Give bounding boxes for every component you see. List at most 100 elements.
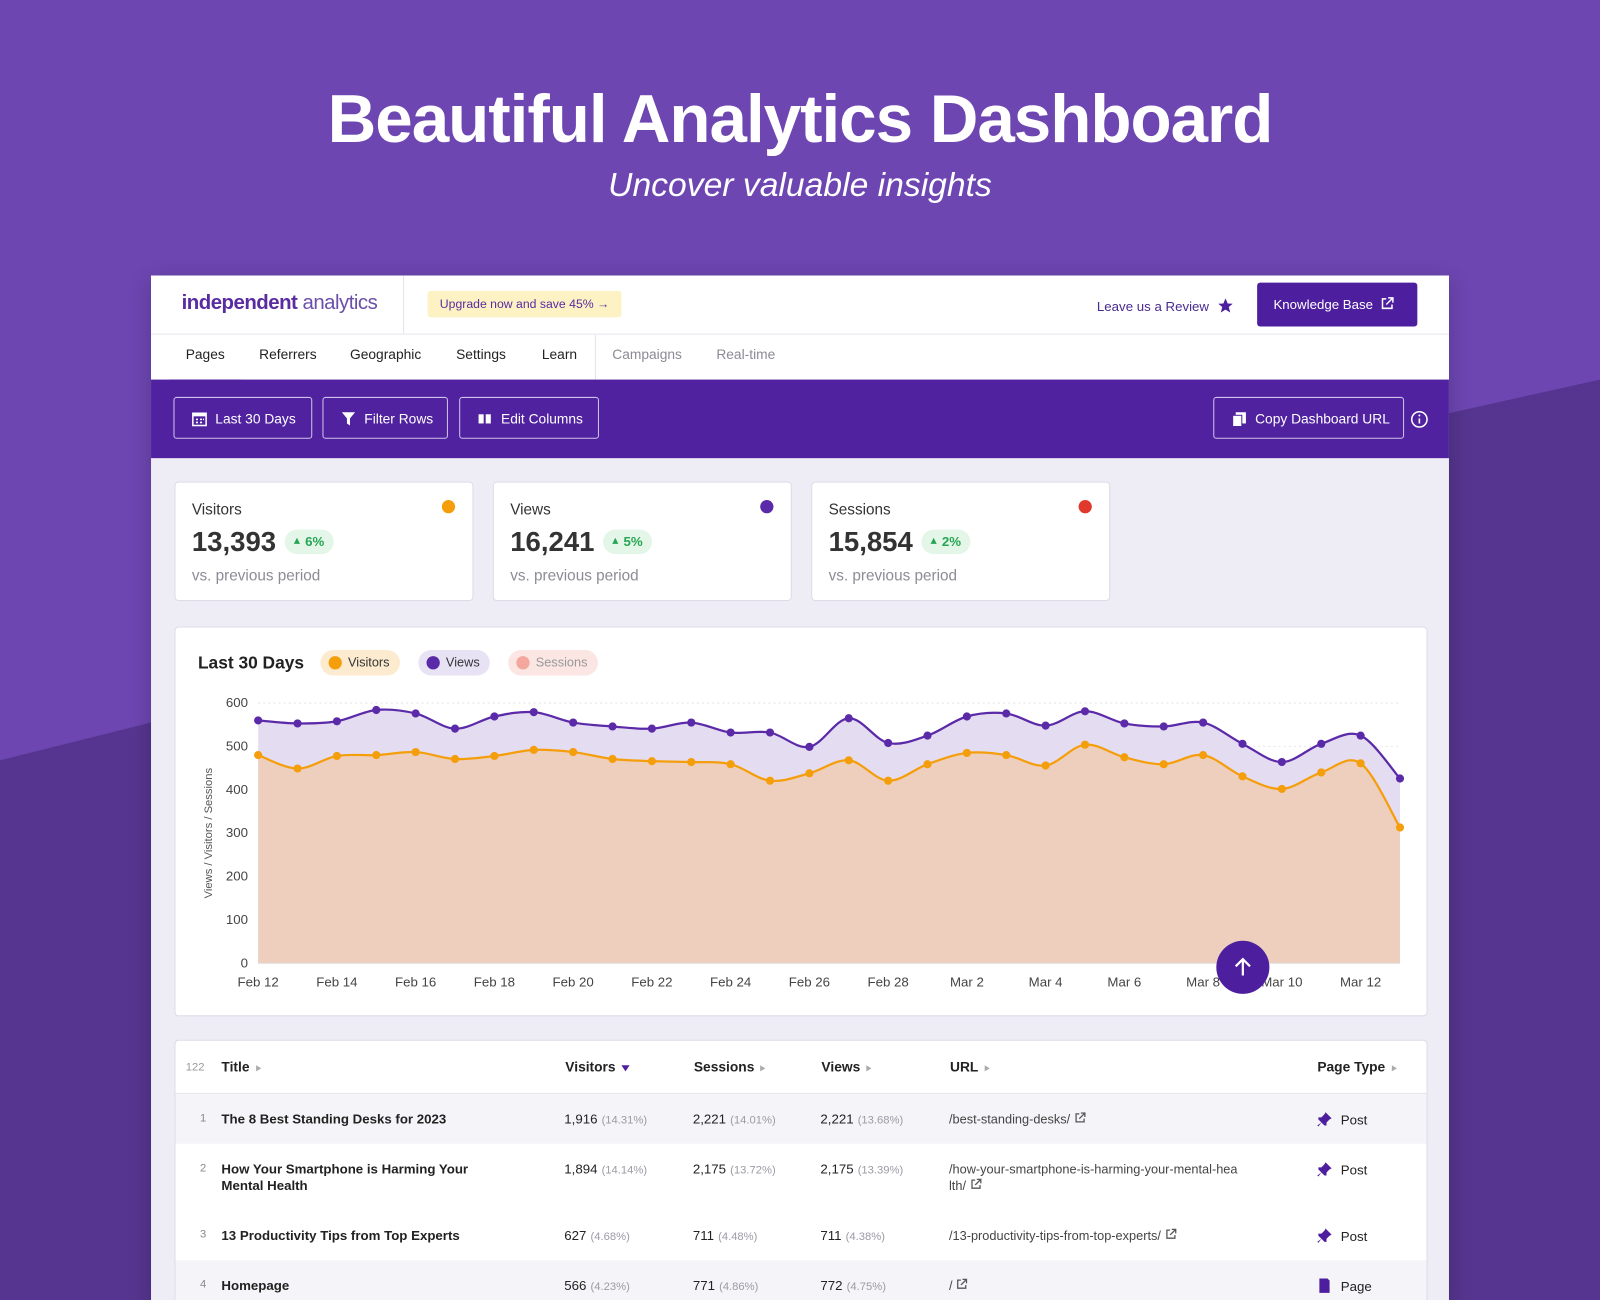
type-icon (1317, 1162, 1332, 1177)
table-row[interactable]: 1 The 8 Best Standing Desks for 2023 1,916… (175, 1093, 1427, 1144)
x-tick-label: Mar 4 (1029, 975, 1063, 990)
metric-percent: (4.23%) (590, 1280, 630, 1293)
upgrade-text: Upgrade now and save 45% (439, 296, 594, 312)
icon-path (1165, 1228, 1177, 1239)
table-row[interactable]: 2 How Your Smartphone is Harming Your Men… (175, 1143, 1427, 1211)
row-index: 3 (199, 1228, 207, 1241)
legend-item[interactable]: Visitors (320, 649, 400, 676)
chart-card: Last 30 Days Visitors Views Sessions 0 100 200… (174, 626, 1428, 1017)
logo[interactable]: independent analytics (182, 292, 378, 315)
data-point (332, 717, 341, 726)
tab[interactable]: Referrers (259, 346, 317, 363)
legend-item[interactable]: Sessions (508, 649, 598, 676)
column-header[interactable]: URL (950, 1059, 990, 1074)
x-tick-label: Feb 14 (316, 975, 357, 990)
tab[interactable]: Learn (541, 346, 578, 363)
column-header[interactable]: Page Type (1317, 1059, 1396, 1074)
star-icon (1218, 298, 1234, 313)
icon-path (1317, 1228, 1332, 1243)
column-header[interactable]: Sessions (694, 1059, 766, 1074)
table-row[interactable]: 4 Homepage 566 (4.23%) 771 (4.86%) 772 (4.75%) /… (175, 1260, 1427, 1300)
type-text: Post (1340, 1228, 1368, 1244)
card-change: 2% (921, 529, 971, 555)
column-header[interactable]: Title (221, 1059, 260, 1074)
data-point (450, 724, 460, 733)
page-title: The 8 Best Standing Desks for 2023 (221, 1111, 447, 1127)
table-row[interactable]: 3 13 Productivity Tips from Top Experts 62… (175, 1210, 1427, 1261)
knowledge-base-button[interactable]: Knowledge Base (1257, 282, 1418, 327)
data-point (962, 712, 971, 721)
metric-cell: 711 (4.48%) (693, 1228, 758, 1243)
metric-value: 566 (564, 1277, 587, 1293)
x-tick-label: Feb 12 (238, 975, 279, 990)
x-tick-label: Feb 16 (395, 975, 436, 990)
info-icon[interactable] (1410, 410, 1428, 428)
data-point (1277, 784, 1286, 794)
icon-path (971, 1178, 982, 1189)
column-header[interactable]: Visitors (565, 1059, 630, 1074)
filter-button[interactable]: Filter Rows (322, 396, 448, 439)
bg-shape (1448, 379, 1600, 1300)
page-title: 13 Productivity Tips from Top Experts (221, 1227, 460, 1243)
metric-percent: (14.14%) (601, 1164, 648, 1177)
logo-light: analytics (302, 291, 378, 315)
url-cell[interactable]: /13-productivity-tips-from-top-experts/ (949, 1228, 1240, 1244)
metric-cell: 627 (4.68%) (564, 1228, 630, 1243)
chart-plot: 0 100 200 300 400 500 600 Views / Visitors / Se… (203, 695, 1405, 990)
url-cell[interactable]: /best-standing-desks/ (949, 1111, 1240, 1127)
external-icon (1075, 1112, 1086, 1123)
data-point (372, 751, 381, 760)
data-point (293, 719, 302, 728)
row-index: 4 (199, 1278, 207, 1291)
url-cell[interactable]: /how-your-smartphone-is-harming-your-men… (949, 1161, 1240, 1194)
metric-percent: (13.72%) (730, 1164, 776, 1177)
columns-button[interactable]: Edit Columns (459, 396, 599, 439)
review-link[interactable]: Leave us a Review (1097, 297, 1235, 314)
dashboard: independent analytics Upgrade now and sa… (151, 275, 1449, 1300)
scroll-top-button[interactable] (1216, 940, 1270, 994)
card-change: 5% (603, 529, 652, 555)
external-icon (971, 1178, 982, 1189)
metric-cell: 1,894 (14.14%) (564, 1161, 647, 1176)
data-point (411, 747, 420, 757)
url-cell[interactable]: / (949, 1278, 1240, 1294)
data-point (1002, 751, 1011, 760)
date-button[interactable]: Last 30 Days (173, 396, 313, 439)
legend-swatch (426, 656, 440, 670)
header-divider (175, 1092, 1427, 1094)
data-point (1317, 739, 1326, 748)
metric-value: 711 (692, 1227, 715, 1243)
metric-percent: (4.48%) (718, 1230, 758, 1243)
upgrade-banner[interactable]: Upgrade now and save 45% → (427, 290, 622, 318)
data-point (1238, 739, 1247, 748)
data-point (687, 757, 696, 767)
card-note: vs. previous period (191, 567, 321, 585)
column-header[interactable]: Views (821, 1059, 871, 1074)
data-point (1395, 774, 1405, 783)
stat-card: Views 16,241 5% vs. previous period (492, 481, 792, 602)
calendar-icon (192, 412, 207, 427)
filter-text: Filter Rows (364, 411, 434, 427)
arrow-up-icon (1234, 957, 1251, 976)
x-tick-label: Mar 12 (1340, 975, 1381, 990)
x-tick-label: Feb 28 (868, 975, 909, 990)
tab[interactable]: Campaigns (612, 346, 682, 363)
tab[interactable]: Geographic (349, 346, 422, 363)
x-tick-label: Mar 8 (1186, 975, 1220, 990)
legend-item[interactable]: Views (418, 649, 490, 676)
data-point (1159, 760, 1168, 769)
columns-icon (478, 414, 491, 424)
tab[interactable]: Settings (456, 346, 506, 363)
data-point (569, 747, 578, 757)
type-text: Page (1340, 1278, 1372, 1294)
data-point (1120, 753, 1129, 762)
tab[interactable]: Real-time (716, 346, 776, 363)
data-point (1120, 719, 1129, 728)
metric-percent: (13.68%) (857, 1114, 904, 1127)
tab[interactable]: Pages (169, 335, 242, 383)
card-label: Sessions (828, 501, 891, 519)
copy-url-button[interactable]: Copy Dashboard URL (1213, 396, 1405, 439)
metric-percent: (14.01%) (730, 1114, 776, 1127)
data-point (254, 716, 263, 725)
